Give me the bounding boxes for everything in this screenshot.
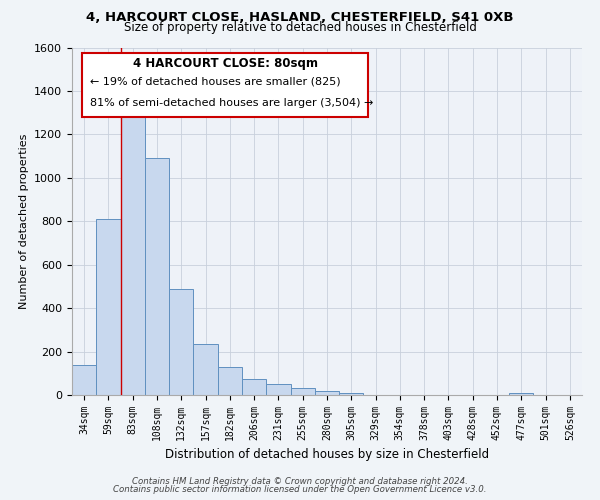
Bar xyxy=(145,158,169,395)
Bar xyxy=(121,115,145,395)
Bar xyxy=(72,364,96,395)
FancyBboxPatch shape xyxy=(82,52,368,117)
Bar xyxy=(193,344,218,395)
Bar xyxy=(218,367,242,395)
Text: Contains HM Land Registry data © Crown copyright and database right 2024.: Contains HM Land Registry data © Crown c… xyxy=(132,477,468,486)
Bar xyxy=(96,219,121,395)
Text: ← 19% of detached houses are smaller (825): ← 19% of detached houses are smaller (82… xyxy=(90,76,340,86)
Text: 4, HARCOURT CLOSE, HASLAND, CHESTERFIELD, S41 0XB: 4, HARCOURT CLOSE, HASLAND, CHESTERFIELD… xyxy=(86,11,514,24)
Bar xyxy=(290,388,315,395)
Bar xyxy=(339,393,364,395)
Y-axis label: Number of detached properties: Number of detached properties xyxy=(19,134,29,309)
X-axis label: Distribution of detached houses by size in Chesterfield: Distribution of detached houses by size … xyxy=(165,448,489,462)
Text: 4 HARCOURT CLOSE: 80sqm: 4 HARCOURT CLOSE: 80sqm xyxy=(133,57,317,70)
Bar xyxy=(169,288,193,395)
Text: Contains public sector information licensed under the Open Government Licence v3: Contains public sector information licen… xyxy=(113,485,487,494)
Bar xyxy=(509,393,533,395)
Bar xyxy=(266,384,290,395)
Bar xyxy=(315,390,339,395)
Text: 81% of semi-detached houses are larger (3,504) →: 81% of semi-detached houses are larger (… xyxy=(90,98,373,108)
Text: Size of property relative to detached houses in Chesterfield: Size of property relative to detached ho… xyxy=(124,22,476,35)
Bar xyxy=(242,378,266,395)
